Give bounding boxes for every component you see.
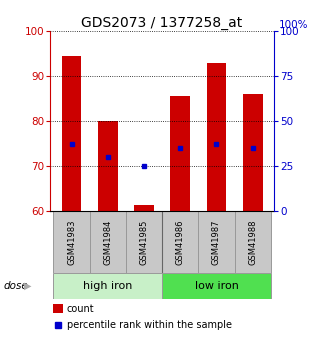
Text: 100%: 100% bbox=[279, 20, 308, 30]
Text: GSM41986: GSM41986 bbox=[176, 219, 185, 265]
Text: high iron: high iron bbox=[83, 281, 133, 291]
Text: percentile rank within the sample: percentile rank within the sample bbox=[67, 320, 232, 330]
Text: GSM41987: GSM41987 bbox=[212, 219, 221, 265]
Bar bbox=[62, 56, 82, 211]
Bar bbox=[53, 304, 63, 313]
Text: GSM41984: GSM41984 bbox=[103, 219, 112, 265]
Bar bbox=[206, 62, 226, 211]
Bar bbox=[170, 96, 190, 211]
Bar bbox=[53, 273, 162, 299]
Bar bbox=[126, 211, 162, 273]
Text: count: count bbox=[67, 304, 94, 314]
Text: dose: dose bbox=[3, 281, 28, 291]
Bar bbox=[162, 273, 271, 299]
Text: GSM41988: GSM41988 bbox=[248, 219, 257, 265]
Bar bbox=[235, 211, 271, 273]
Text: ▶: ▶ bbox=[23, 281, 31, 291]
Title: GDS2073 / 1377258_at: GDS2073 / 1377258_at bbox=[82, 16, 243, 30]
Bar bbox=[243, 94, 263, 211]
Bar bbox=[134, 205, 154, 211]
Bar bbox=[53, 211, 90, 273]
Bar bbox=[198, 211, 235, 273]
Text: GSM41985: GSM41985 bbox=[140, 219, 149, 265]
Text: GSM41983: GSM41983 bbox=[67, 219, 76, 265]
Text: low iron: low iron bbox=[195, 281, 239, 291]
Bar bbox=[90, 211, 126, 273]
Bar bbox=[162, 211, 198, 273]
Bar bbox=[98, 121, 118, 211]
